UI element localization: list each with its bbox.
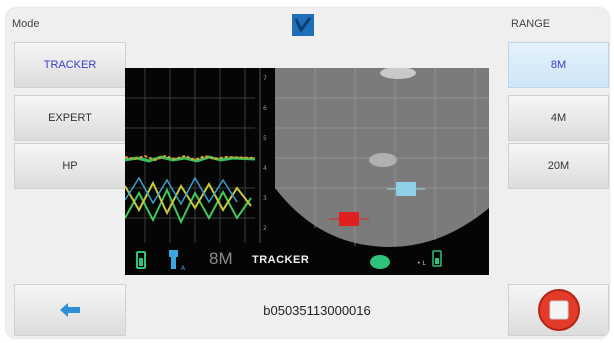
range-label: RANGE [511, 18, 551, 30]
signal-wave-yellow [125, 180, 252, 216]
svg-text:7: 7 [263, 75, 267, 82]
mode-readout: TRACKER [252, 254, 310, 266]
sonar-display: 7 6 5 4 3 2 [125, 68, 489, 275]
checkmark-logo-icon [292, 14, 314, 36]
svg-text:2: 2 [263, 225, 267, 232]
depth-scale: 7 6 5 4 3 2 [263, 75, 267, 232]
gps-icon [370, 255, 390, 269]
stop-button[interactable] [508, 284, 609, 336]
svg-text:4: 4 [263, 165, 267, 172]
phone-battery-icon: • L [417, 250, 442, 267]
signal-trace-green [125, 155, 256, 163]
battery-icon [136, 251, 146, 269]
stop-record-icon [537, 289, 580, 331]
signal-wave-green [125, 187, 252, 225]
svg-text:5: 5 [263, 135, 267, 142]
range-button-20m[interactable]: 20M [508, 143, 609, 189]
app-panel: Mode RANGE TRACKER EXPERT HP 8M 4M 20M [6, 8, 609, 338]
target-red [329, 212, 369, 226]
arrow-left-icon [60, 303, 80, 317]
svg-text:• L: • L [417, 260, 426, 267]
signal-trace-orange [125, 154, 256, 162]
sonar-echo-top [380, 68, 416, 79]
range-readout: 8M [209, 249, 233, 268]
signal-icon: A [169, 250, 186, 272]
signal-wave-blue [125, 176, 238, 206]
mode-label: Mode [12, 18, 40, 30]
serial-number: b05035113000016 [263, 302, 371, 318]
sonar-graphics: 7 6 5 4 3 2 [125, 68, 489, 272]
back-button[interactable] [14, 284, 126, 336]
mode-button-expert[interactable]: EXPERT [14, 95, 126, 141]
svg-text:6: 6 [263, 105, 267, 112]
mode-button-tracker[interactable]: TRACKER [14, 42, 126, 88]
target-blue [387, 182, 425, 196]
svg-text:3: 3 [263, 195, 267, 202]
svg-text:A: A [181, 265, 186, 272]
range-button-8m[interactable]: 8M [508, 42, 609, 88]
range-button-4m[interactable]: 4M [508, 95, 609, 141]
mode-button-hp[interactable]: HP [14, 143, 126, 189]
sonar-echo-mid [369, 153, 397, 167]
